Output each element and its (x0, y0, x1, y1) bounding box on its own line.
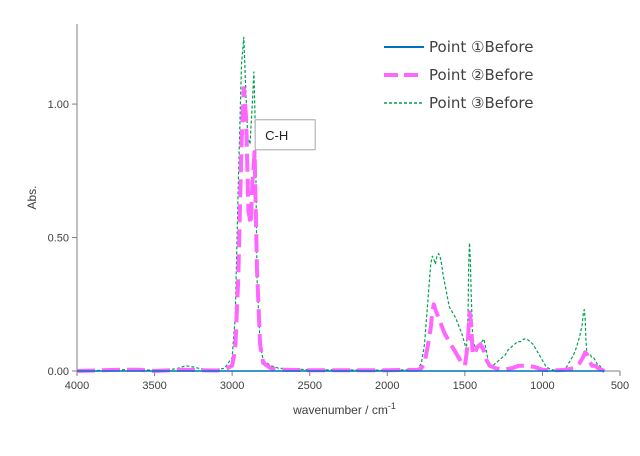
annotation-layer: C-H (254, 119, 316, 151)
x-axis-ticks: 4000 3500 3000 2500 2000 1500 1000 500 (65, 371, 629, 392)
series-line-2 (76, 86, 606, 373)
x-axis-label: wavenumber / cm-1 (292, 401, 396, 417)
x-tick-label: 4000 (65, 380, 89, 392)
x-axis-label-text: wavenumber / cm (292, 403, 388, 417)
legend-label-3: Point ③Before (429, 94, 534, 112)
y-tick-label: 0.50 (48, 233, 69, 245)
legend-label-1: Point ①Before (429, 38, 534, 56)
x-tick-label: 2000 (375, 380, 399, 392)
legend-label-2: Point ②Before (429, 66, 534, 84)
x-axis-label-superscript: -1 (388, 401, 396, 411)
plot-area (76, 24, 620, 372)
annotation-box (254, 119, 316, 151)
x-tick-label: 1500 (453, 380, 477, 392)
x-tick-label: 3000 (220, 380, 244, 392)
legend: Point ①Before Point ②Before Point ③Before (384, 38, 534, 112)
x-tick-label: 1000 (530, 380, 554, 392)
y-axis-ticks: 0.00 0.50 1.00 (48, 99, 77, 378)
y-tick-label: 1.00 (48, 99, 69, 111)
annotation-label: C-H (265, 128, 288, 143)
y-axis-label: Abs. (25, 185, 39, 209)
x-tick-label: 500 (611, 380, 629, 392)
x-tick-label: 2500 (297, 380, 321, 392)
x-tick-label: 3500 (142, 380, 166, 392)
series-layer (76, 36, 606, 373)
series-line-3 (76, 36, 605, 372)
y-tick-label: 0.00 (48, 366, 69, 378)
